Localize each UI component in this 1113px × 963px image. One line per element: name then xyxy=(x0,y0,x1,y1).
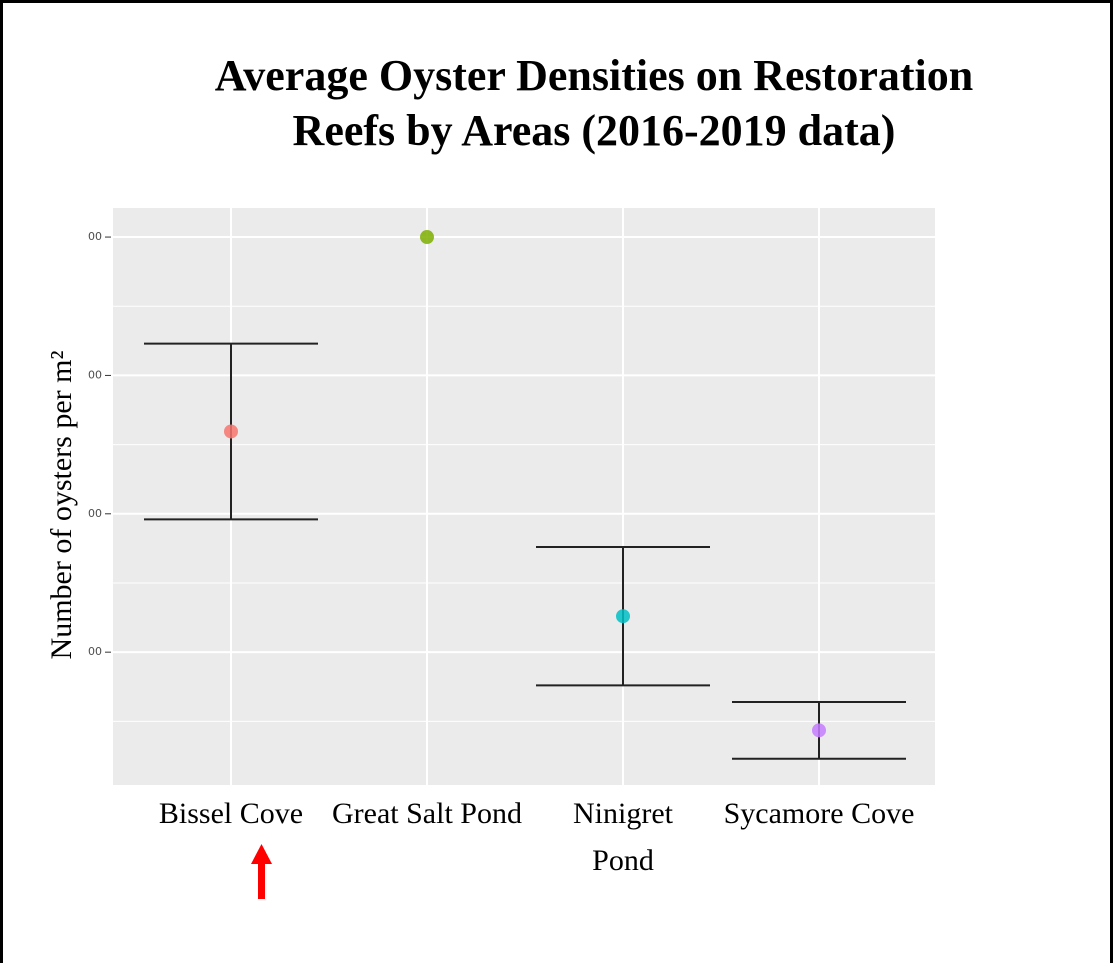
arrow-shaft xyxy=(258,862,265,899)
annotation-arrow xyxy=(251,844,272,899)
plot-panel xyxy=(113,208,935,785)
point xyxy=(420,230,434,245)
x-tick-label: Ninigret xyxy=(573,797,674,830)
y-tick-label: 00 xyxy=(88,368,102,381)
y-tick-label: 00 xyxy=(88,507,102,520)
x-tick-label: Bissel Cove xyxy=(159,797,303,830)
point xyxy=(224,424,238,439)
point xyxy=(616,609,630,624)
y-tick-label: 00 xyxy=(88,645,102,658)
x-tick-label: Great Salt Pond xyxy=(332,797,522,830)
arrow-head xyxy=(251,844,272,864)
chart-title: Average Oyster Densities on Restoration xyxy=(215,51,973,100)
x-tick-label: Sycamore Cove xyxy=(724,797,915,830)
point xyxy=(812,723,826,738)
chart-title: Reefs by Areas (2016-2019 data) xyxy=(293,106,896,155)
y-tick-label: 00 xyxy=(88,230,102,243)
y-axis-label: Number of oysters per m² xyxy=(45,351,78,660)
x-tick-label: Pond xyxy=(592,844,654,877)
